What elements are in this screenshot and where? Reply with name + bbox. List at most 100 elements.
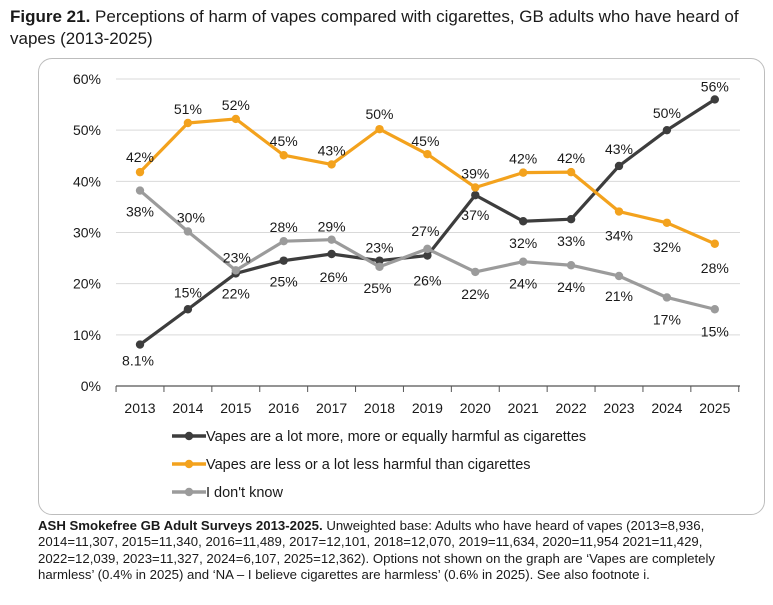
series-1-point xyxy=(471,190,480,200)
data-label: 52% xyxy=(222,97,250,113)
x-tick-label: 2025 xyxy=(699,400,730,416)
data-label: 21% xyxy=(605,288,633,304)
series-2-point xyxy=(519,168,528,177)
series-1-point xyxy=(327,249,336,259)
data-label: 27% xyxy=(411,223,439,239)
x-tick-label: 2023 xyxy=(603,400,634,416)
series-3-point xyxy=(183,227,193,236)
x-tick-label: 2018 xyxy=(364,400,395,416)
series-1-point xyxy=(183,305,193,314)
series-2-point xyxy=(710,239,719,248)
data-label: 43% xyxy=(605,141,633,157)
series-1-point xyxy=(423,251,432,260)
data-label: 22% xyxy=(461,286,489,302)
x-tick-label: 2016 xyxy=(268,400,299,416)
series-1-point xyxy=(279,256,288,265)
data-label: 50% xyxy=(365,106,393,122)
series-1-point xyxy=(710,95,719,104)
series-3-point xyxy=(662,293,672,302)
legend-label: I don't know xyxy=(206,485,283,501)
series-2-point xyxy=(183,118,193,128)
series-2-point xyxy=(662,218,672,227)
legend-swatch-marker xyxy=(184,487,194,497)
data-label: 42% xyxy=(557,150,585,166)
data-label: 45% xyxy=(411,133,439,149)
series-3-point xyxy=(614,271,624,281)
y-tick-label: 10% xyxy=(73,327,101,343)
series-2-point xyxy=(231,114,240,124)
x-tick-label: 2015 xyxy=(220,400,251,416)
series-1-point xyxy=(614,161,624,171)
x-tick-label: 2021 xyxy=(508,400,539,416)
data-label: 43% xyxy=(318,142,346,158)
data-label: 38% xyxy=(126,204,154,220)
legend-swatch-marker xyxy=(184,431,194,441)
figure-label: Figure 21. xyxy=(10,7,91,26)
series-3-point xyxy=(375,262,384,271)
series-3-point xyxy=(231,266,240,275)
series-1-point xyxy=(519,217,528,226)
data-label: 26% xyxy=(320,269,348,285)
x-tick-label: 2013 xyxy=(124,400,155,416)
x-tick-label: 2020 xyxy=(460,400,491,416)
data-label: 26% xyxy=(413,273,441,289)
x-tick-label: 2022 xyxy=(556,400,587,416)
series-3-point xyxy=(471,267,480,277)
data-label: 22% xyxy=(222,285,250,301)
data-label: 23% xyxy=(365,240,393,256)
series-3-point xyxy=(135,186,145,195)
chart-title: Figure 21. Perceptions of harm of vapes … xyxy=(10,6,760,50)
source-text: Unweighted base: Adults who have heard o… xyxy=(38,518,715,583)
data-label: 50% xyxy=(653,105,681,121)
series-2-point xyxy=(423,150,432,159)
series-2-point xyxy=(375,124,384,134)
series-3-point xyxy=(519,257,528,266)
data-label: 30% xyxy=(177,209,205,225)
data-label: 25% xyxy=(363,280,391,296)
legend-swatch-marker xyxy=(184,459,194,469)
data-label: 29% xyxy=(318,219,346,235)
series-2-point xyxy=(471,183,480,192)
data-label: 32% xyxy=(509,235,537,251)
y-tick-label: 60% xyxy=(73,71,101,87)
data-label: 34% xyxy=(605,228,633,244)
series-2-point xyxy=(614,207,624,216)
data-label: 23% xyxy=(223,249,251,265)
data-label: 25% xyxy=(270,274,298,290)
data-label: 51% xyxy=(174,101,202,117)
series-2-point xyxy=(566,167,576,177)
data-label: 28% xyxy=(270,219,298,235)
series-1-point xyxy=(662,125,672,135)
legend-label: Vapes are less or a lot less harmful tha… xyxy=(206,457,531,473)
figure-title-text: Perceptions of harm of vapes compared wi… xyxy=(10,7,739,48)
data-label: 8.1% xyxy=(122,353,154,369)
data-label: 33% xyxy=(557,233,585,249)
series-2-point xyxy=(135,167,145,177)
y-tick-label: 50% xyxy=(73,122,101,138)
data-label: 32% xyxy=(653,239,681,255)
series-3-point xyxy=(710,305,719,314)
data-label: 15% xyxy=(701,323,729,339)
data-label: 37% xyxy=(461,207,489,223)
data-label: 39% xyxy=(461,165,489,181)
series-3-point xyxy=(279,236,288,246)
data-label: 15% xyxy=(174,284,202,300)
x-tick-label: 2019 xyxy=(412,400,443,416)
series-2-point xyxy=(279,151,288,160)
x-tick-label: 2024 xyxy=(651,400,682,416)
y-tick-label: 30% xyxy=(73,225,101,241)
source-footnote: ASH Smokefree GB Adult Surveys 2013-2025… xyxy=(38,518,763,584)
data-label: 42% xyxy=(126,149,154,165)
data-label: 17% xyxy=(653,311,681,327)
series-1-point xyxy=(135,340,145,349)
data-label: 56% xyxy=(701,78,729,94)
series-1-point xyxy=(375,256,384,265)
data-label: 24% xyxy=(509,276,537,292)
legend-label: Vapes are a lot more, more or equally ha… xyxy=(206,429,586,445)
series-3-point xyxy=(423,244,432,254)
y-tick-label: 0% xyxy=(81,378,101,394)
data-label: 42% xyxy=(509,151,537,167)
y-tick-label: 40% xyxy=(73,173,101,189)
x-tick-label: 2014 xyxy=(172,400,203,416)
